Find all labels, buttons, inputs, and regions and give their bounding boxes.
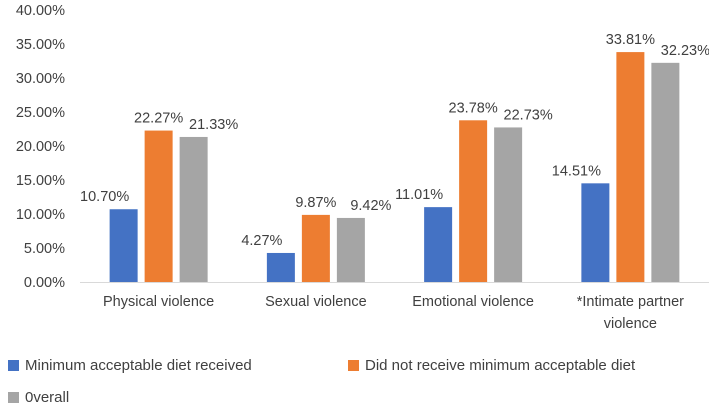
y-tick-label: 20.00% [16, 139, 65, 155]
x-tick-label: Physical violence [103, 294, 214, 310]
bar [179, 136, 208, 282]
data-label: 33.81% [606, 32, 655, 48]
y-tick-label: 40.00% [16, 3, 65, 19]
data-label: 32.23% [661, 43, 709, 59]
data-label: 22.27% [134, 111, 183, 127]
bar [144, 130, 173, 282]
data-label: 11.01% [395, 187, 443, 203]
data-label: 9.87% [295, 195, 336, 211]
bar [459, 120, 488, 283]
bar [581, 183, 610, 282]
bar [109, 209, 138, 282]
bar [616, 52, 645, 283]
y-tick-label: 30.00% [16, 71, 65, 87]
y-tick-label: 35.00% [16, 37, 65, 53]
data-label: 23.78% [449, 100, 498, 116]
x-tick-label: Sexual violence [265, 294, 367, 310]
y-tick-label: 15.00% [16, 173, 65, 189]
y-tick-label: 5.00% [24, 241, 65, 257]
y-tick-label: 10.00% [16, 207, 65, 223]
data-label: 10.70% [80, 189, 129, 205]
bar [424, 207, 453, 282]
y-tick-label: 0.00% [24, 275, 65, 291]
bar [301, 214, 330, 282]
x-tick-label: violence [604, 316, 657, 332]
data-label: 21.33% [189, 117, 238, 133]
y-tick-label: 25.00% [16, 105, 65, 121]
data-label: 14.51% [552, 163, 601, 179]
bar [494, 127, 523, 282]
bar [651, 62, 680, 282]
data-label: 4.27% [241, 233, 282, 249]
data-label: 22.73% [504, 107, 553, 123]
x-tick-label: Emotional violence [412, 294, 534, 310]
bar [266, 252, 295, 282]
data-label: 9.42% [350, 198, 391, 214]
x-tick-label: *Intimate partner [577, 294, 684, 310]
bar [336, 217, 365, 282]
